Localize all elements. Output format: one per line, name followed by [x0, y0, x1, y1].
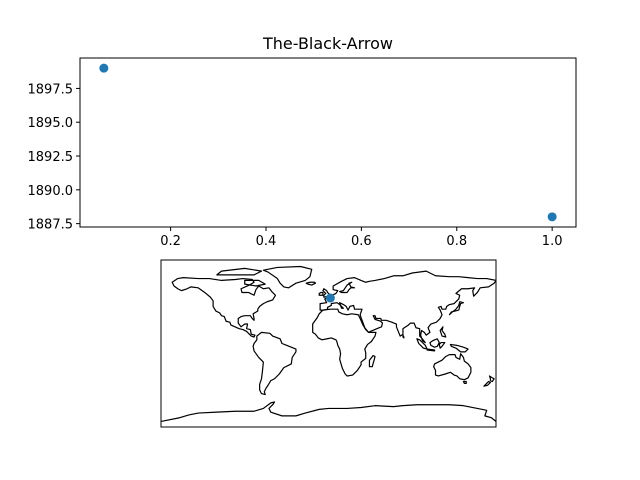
- coastline-north-america: [171, 277, 277, 338]
- coastline-iceland: [305, 281, 317, 286]
- map-frame: [160, 259, 497, 428]
- y-tick-label: 1895.0: [28, 116, 74, 131]
- scatter-axes-frame: [79, 57, 577, 228]
- scatter-plot: The-Black-Arrow 0.2 0.4 0.6 0.8 1.0 1887.518…: [28, 34, 577, 249]
- x-tick-label: 0.6: [351, 234, 372, 249]
- coastline-south-america: [252, 331, 297, 396]
- coastline-japan: [448, 301, 465, 316]
- coastline-antarctica: [161, 401, 496, 423]
- x-tick-label: 0.2: [160, 234, 181, 249]
- scatter-points: [99, 63, 557, 222]
- coastline-eurasia: [319, 270, 496, 344]
- coastlines: [161, 265, 496, 423]
- map-points: [325, 293, 335, 303]
- x-tick-label: 0.4: [256, 234, 277, 249]
- coastline-baltic: [339, 281, 356, 294]
- coastline-sri-lanka: [402, 334, 405, 339]
- coastline-greenland: [262, 265, 313, 289]
- y-tick-label: 1892.5: [28, 150, 74, 165]
- coastline-arctic-islands: [216, 267, 266, 287]
- y-tick-label: 1887.5: [28, 218, 74, 233]
- x-axis-ticks: 0.2 0.4 0.6 0.8 1.0: [160, 227, 562, 249]
- coastline-australia: [433, 353, 472, 384]
- coastline-new-zealand: [483, 375, 495, 387]
- scatter-point: [547, 212, 557, 222]
- x-tick-label: 1.0: [542, 234, 563, 249]
- scatter-point: [99, 63, 109, 73]
- world-map: [160, 259, 497, 428]
- map-point: [325, 293, 335, 303]
- chart-title: The-Black-Arrow: [262, 34, 393, 53]
- coastline-indonesia: [416, 326, 469, 353]
- coastline-madagascar: [368, 354, 376, 368]
- y-tick-label: 1890.0: [28, 184, 74, 199]
- coastline-africa: [312, 308, 377, 377]
- y-axis-ticks: 1887.5 1890.0 1892.5 1895.0 1897.5: [28, 82, 80, 233]
- y-tick-label: 1897.5: [28, 82, 74, 97]
- x-tick-label: 0.8: [446, 234, 467, 249]
